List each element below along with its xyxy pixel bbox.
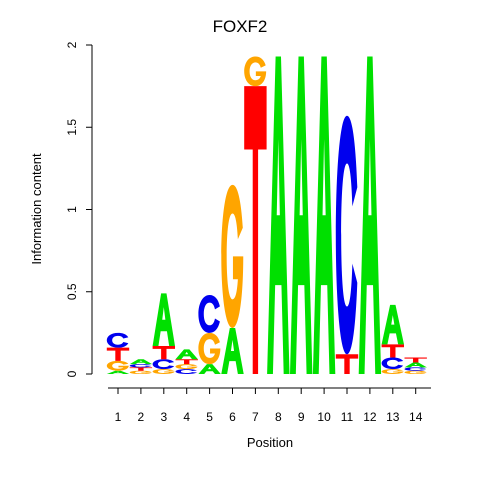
- y-axis: 0 0.5 1 1.5 2: [65, 41, 93, 377]
- logo-letter-T-pos-14: [404, 357, 427, 363]
- logo-letter-G-pos-4: [175, 364, 198, 370]
- logo-letter-G-pos-7: [244, 56, 267, 87]
- logo-letter-C-pos-14: [404, 367, 427, 371]
- x-tick-label: 10: [317, 410, 331, 424]
- logo-letter-G-pos-3: [152, 369, 175, 374]
- logo-letter-T-pos-2: [129, 367, 153, 371]
- logo-letter-A-pos-6: [221, 327, 244, 374]
- logo-letter-A-pos-14: [404, 362, 427, 368]
- x-tick-label: 9: [298, 410, 305, 424]
- logo-letter-T-pos-3: [152, 346, 175, 360]
- logo-letter-A-pos-1: [106, 370, 130, 374]
- logo-letter-A-pos-8: [267, 56, 290, 374]
- logo-letter-C-pos-11: [335, 115, 358, 355]
- logo-letter-A-pos-10: [312, 56, 336, 374]
- x-tick-label: 3: [160, 410, 167, 424]
- logo-letter-T-pos-1: [106, 347, 130, 361]
- y-tick-label: 1.5: [65, 119, 79, 136]
- logo-letter-A-pos-9: [290, 56, 313, 374]
- y-tick-label: 0.5: [65, 283, 79, 300]
- y-tick-label: 0: [65, 370, 79, 377]
- y-tick-label: 2: [65, 41, 79, 48]
- logo-letter-A-pos-3: [152, 293, 175, 347]
- logo-letter-T-pos-11: [335, 354, 359, 374]
- x-tick-label: 7: [252, 410, 259, 424]
- x-tick-label: 5: [206, 410, 213, 424]
- x-tick-label: 12: [363, 410, 377, 424]
- logo-letter-G-pos-1: [106, 360, 129, 371]
- logo-letter-T-pos-4: [175, 359, 198, 365]
- logo-letter-C-pos-1: [106, 332, 129, 348]
- logo-letter-A-pos-12: [358, 56, 382, 374]
- x-axis: 1 2 3 4 5 6 7 8 9 10 11 12 13 14: [108, 387, 431, 424]
- x-tick-label: 1: [115, 410, 122, 424]
- logo-letter-T-pos-7: [244, 86, 267, 374]
- logo-letter-G-pos-13: [381, 369, 404, 374]
- logo-letter-A-pos-2: [129, 359, 153, 365]
- logo-letter-A-pos-5: [198, 364, 221, 374]
- x-tick-label: 11: [341, 410, 354, 424]
- x-tick-label: 8: [275, 410, 282, 424]
- logo-letter-A-pos-13: [381, 304, 404, 345]
- logo-letter-G-pos-14: [404, 370, 427, 374]
- logo-letter-C-pos-5: [198, 295, 220, 333]
- x-tick-label: 2: [138, 410, 145, 424]
- logo-letter-G-pos-6: [221, 184, 244, 328]
- x-axis-label: Position: [247, 435, 293, 450]
- plot-area: [106, 56, 427, 374]
- logo-letter-C-pos-2: [129, 364, 152, 368]
- y-axis-label: Information content: [29, 153, 44, 265]
- logo-letter-A-pos-4: [175, 349, 198, 360]
- chart-title: FOXF2: [213, 17, 268, 36]
- x-tick-label: 13: [386, 410, 400, 424]
- logo-letter-T-pos-13: [381, 344, 404, 358]
- x-tick-label: 6: [229, 410, 236, 424]
- y-tick-label: 1: [65, 206, 79, 213]
- logo-letter-G-pos-2: [129, 370, 152, 374]
- logo-letter-C-pos-4: [175, 369, 198, 374]
- x-tick-label: 4: [183, 410, 190, 424]
- x-tick-label: 14: [409, 410, 423, 424]
- logo-letter-C-pos-3: [152, 359, 175, 370]
- logo-letter-G-pos-5: [198, 332, 221, 365]
- logo-letter-C-pos-13: [381, 357, 404, 370]
